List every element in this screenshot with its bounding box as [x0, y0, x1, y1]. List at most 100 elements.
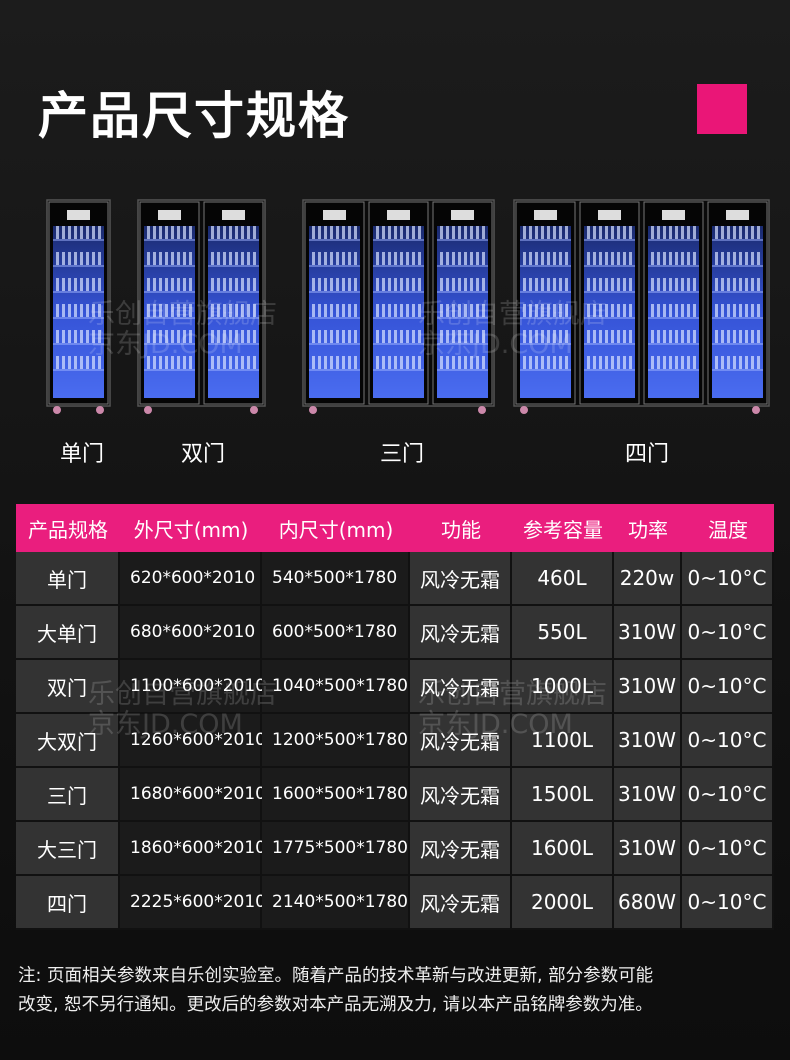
- bottle: [189, 356, 192, 369]
- bottle: [464, 304, 467, 317]
- bottle: [476, 252, 479, 265]
- fridge-glass: [437, 226, 488, 398]
- bottle: [687, 356, 690, 369]
- bottle: [693, 356, 696, 369]
- bottle: [739, 330, 742, 343]
- table-cell: 1500L: [512, 768, 614, 820]
- bottle: [336, 278, 339, 291]
- bottle: [189, 304, 192, 317]
- bottle: [617, 330, 620, 343]
- bottle: [452, 356, 455, 369]
- bottle: [715, 330, 718, 343]
- bottle: [312, 226, 315, 239]
- bottle: [739, 304, 742, 317]
- bottle: [86, 278, 89, 291]
- bottle: [382, 278, 385, 291]
- bottle: [211, 252, 214, 265]
- table-header-row: 产品规格 外尺寸(mm) 内尺寸(mm) 功能 参考容量 功率 温度: [16, 504, 774, 552]
- bottle: [547, 278, 550, 291]
- bottle: [565, 252, 568, 265]
- bottle: [247, 304, 250, 317]
- bottle: [330, 278, 333, 291]
- bottle: [751, 304, 754, 317]
- bottle: [605, 330, 608, 343]
- table-row: 三门 1680*600*2010 1600*500*1780 风冷无霜 1500L 310…: [16, 768, 774, 822]
- bottle: [440, 304, 443, 317]
- bottle: [669, 252, 672, 265]
- bottle: [330, 330, 333, 343]
- bottle: [394, 356, 397, 369]
- bottle: [751, 356, 754, 369]
- bottle: [406, 226, 409, 239]
- bottle: [721, 226, 724, 239]
- fridge-glass: [309, 226, 360, 398]
- bottle: [675, 356, 678, 369]
- bottle: [217, 330, 220, 343]
- bottle: [253, 278, 256, 291]
- bottle: [458, 252, 461, 265]
- bottle: [406, 278, 409, 291]
- bottle: [342, 356, 345, 369]
- bottle: [211, 330, 214, 343]
- bottle: [80, 356, 83, 369]
- bottle: [153, 226, 156, 239]
- bottle: [611, 330, 614, 343]
- table-cell: 风冷无霜: [410, 876, 512, 928]
- bottle: [446, 252, 449, 265]
- bottle: [593, 278, 596, 291]
- bottle: [189, 278, 192, 291]
- bottle: [235, 252, 238, 265]
- bottle: [559, 278, 562, 291]
- table-cell: 1200*500*1780: [262, 714, 410, 766]
- fridge-glass: [53, 226, 104, 398]
- bottle: [312, 330, 315, 343]
- bottle: [241, 252, 244, 265]
- bottle: [336, 226, 339, 239]
- bottle: [458, 356, 461, 369]
- fridge-panel: [662, 210, 685, 220]
- table-cell: 双门: [16, 660, 120, 712]
- bottle: [523, 252, 526, 265]
- bottle: [400, 226, 403, 239]
- bottle: [470, 304, 473, 317]
- bottle: [183, 252, 186, 265]
- bottle: [715, 304, 718, 317]
- bottle: [739, 252, 742, 265]
- bottle: [529, 330, 532, 343]
- bottle: [388, 330, 391, 343]
- bottle: [605, 226, 608, 239]
- wheel: [53, 406, 61, 414]
- bottle: [80, 278, 83, 291]
- bottle: [312, 304, 315, 317]
- bottle: [605, 252, 608, 265]
- bottle: [599, 330, 602, 343]
- bottle: [446, 330, 449, 343]
- bottle: [165, 356, 168, 369]
- bottle: [605, 304, 608, 317]
- bottle: [86, 226, 89, 239]
- bottle: [446, 226, 449, 239]
- table-row: 双门 1100*600*2010 1040*500*1780 风冷无霜 1000L 310…: [16, 660, 774, 714]
- table-row: 单门 620*600*2010 540*500*1780 风冷无霜 460L 220w 0~…: [16, 552, 774, 606]
- bottle: [324, 330, 327, 343]
- table-cell: 310W: [614, 822, 682, 874]
- table-row: 四门 2225*600*2010 2140*500*1780 风冷无霜 2000L 680…: [16, 876, 774, 930]
- bottle: [535, 304, 538, 317]
- bottle: [464, 330, 467, 343]
- bottle: [657, 226, 660, 239]
- bottle: [651, 304, 654, 317]
- bottle: [739, 226, 742, 239]
- bottle: [394, 278, 397, 291]
- bottle: [669, 356, 672, 369]
- bottle: [617, 226, 620, 239]
- table-cell: 550L: [512, 606, 614, 658]
- bottle: [318, 356, 321, 369]
- bottle: [593, 356, 596, 369]
- bottle: [183, 278, 186, 291]
- bottle: [354, 278, 357, 291]
- bottle: [153, 330, 156, 343]
- bottle: [470, 356, 473, 369]
- bottle: [324, 304, 327, 317]
- bottle: [440, 252, 443, 265]
- bottle: [406, 356, 409, 369]
